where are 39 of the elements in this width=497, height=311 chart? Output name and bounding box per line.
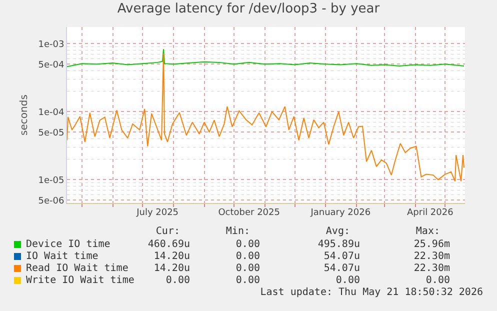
x-tick-label: January 2026 — [310, 208, 371, 218]
text: 54.07u — [322, 263, 360, 275]
chart-title: Average latency for /dev/loop3 - by year — [117, 2, 380, 17]
legend-label: Read IO Wait time — [26, 263, 128, 275]
y-tick-label: 5e-05 — [38, 128, 64, 138]
line-series — [67, 48, 465, 68]
line-series — [67, 52, 465, 182]
x-tick-label: July 2025 — [136, 208, 179, 218]
y-tick-label: 1e-05 — [38, 176, 64, 186]
text: Cur: — [154, 226, 180, 238]
y-tick-label: 5e-04 — [38, 60, 64, 70]
text: 0.00 — [334, 275, 360, 287]
legend-label: Write IO Wait time — [26, 275, 134, 287]
x-tick-label: April 2026 — [407, 208, 454, 218]
text: 0.00 — [234, 263, 260, 275]
legend-label: IO Wait time — [26, 251, 98, 263]
y-tick-label: 1e-04 — [38, 108, 64, 118]
text: 0.00 — [424, 275, 450, 287]
text: 54.07u — [322, 251, 360, 263]
text: 0.00 — [234, 239, 260, 251]
text: Last update: Thu May 21 18:50:32 2026 — [260, 287, 483, 299]
text: 0.00 — [234, 251, 260, 263]
x-tick-label: October 2025 — [218, 208, 280, 218]
text: Max: — [414, 226, 440, 238]
text: 14.20u — [152, 251, 190, 263]
text: Min: — [224, 226, 250, 238]
y-axis-title: seconds — [19, 94, 30, 136]
text: 14.20u — [154, 263, 190, 274]
y-tick-label: 5e-06 — [38, 196, 64, 206]
text: 0.00 — [166, 275, 190, 286]
text: 22.30m — [412, 263, 450, 275]
text: 460.69u — [146, 239, 190, 251]
y-tick-label: 1e-03 — [38, 40, 64, 50]
text: Avg: — [324, 226, 350, 238]
text: 495.89u — [316, 239, 360, 251]
text: 0.00 — [234, 275, 260, 287]
legend-label: Device IO time — [26, 239, 110, 251]
text: 25.96m — [412, 239, 450, 251]
text: 22.30m — [412, 251, 450, 263]
